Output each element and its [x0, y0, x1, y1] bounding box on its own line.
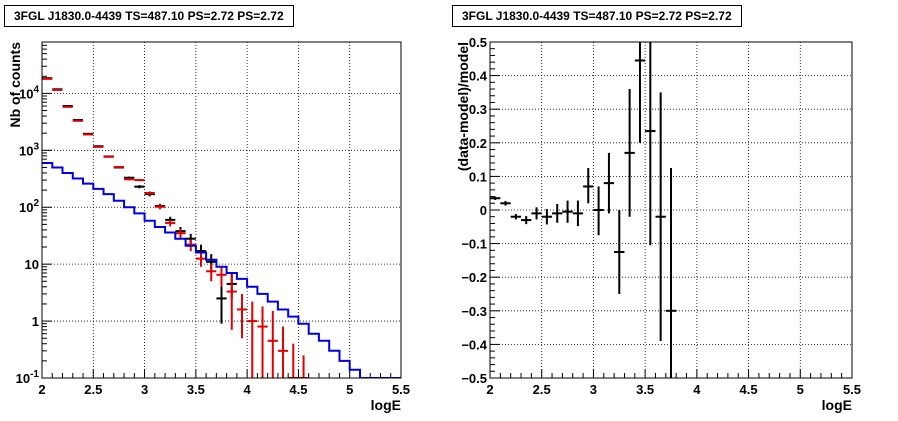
right-y-tick-label: 0.2 [469, 136, 487, 151]
right-data-point-0 [531, 207, 542, 220]
left-grid [42, 42, 401, 378]
left-plot-area [42, 77, 401, 378]
left-data-point-1 [165, 219, 176, 227]
right-data-point-0 [634, 42, 646, 143]
right-plot-area [490, 42, 677, 378]
left-x-tick-label: 5 [346, 382, 353, 397]
left-data-point-1 [236, 293, 248, 339]
left-data-point-1 [175, 229, 186, 238]
left-data-point-1 [267, 311, 278, 378]
right-y-tick-label: 0.1 [469, 169, 487, 184]
right-data-point-0 [593, 186, 604, 236]
left-y-tick-label: 104 [19, 84, 39, 101]
right-data-point-0 [521, 216, 532, 225]
right-x-tick-label: 2.5 [533, 382, 551, 397]
right-y-tick-label: −0.2 [461, 270, 487, 285]
right-y-tick-label: −0.3 [461, 304, 487, 319]
right-x-tick-label: 3 [590, 382, 597, 397]
right-data-point-0 [500, 200, 511, 206]
right-grid [490, 42, 852, 378]
left-data-point-1 [72, 119, 84, 122]
right-x-tick-label: 3.5 [636, 382, 654, 397]
left-data-point-0 [134, 185, 145, 189]
right-data-point-0 [624, 89, 635, 217]
left-y-tick-label: 102 [19, 198, 39, 215]
left-y-tick-label: 1 [32, 314, 39, 329]
left-data-point-1 [247, 301, 258, 378]
right-data-point-0 [645, 42, 656, 246]
left-data-point-1 [113, 165, 125, 168]
left-x-tick-label: 2.5 [84, 382, 102, 397]
right-data-point-0 [572, 200, 584, 227]
left-data-point-1 [83, 133, 94, 136]
right-y-axis-label: (data-model)/model [455, 42, 471, 171]
left-data-point-1 [124, 178, 135, 181]
right-x-tick-label: 5 [797, 382, 804, 397]
right-y-tick-label: 0.5 [469, 35, 487, 50]
right-y-tick-label: 0 [480, 203, 487, 218]
right-x-tick-label: 2 [486, 382, 493, 397]
left-x-tick-label: 4.5 [289, 382, 307, 397]
left-chart-title: 3FGL J1830.0-4439 TS=487.10 PS=2.72 PS=2… [4, 5, 294, 27]
right-data-point-0 [603, 152, 615, 214]
right-y-tick-label: −0.4 [461, 337, 487, 352]
left-data-point-1 [154, 204, 166, 210]
left-data-point-1 [93, 145, 104, 148]
right-y-tick-label: −0.1 [461, 237, 487, 252]
left-data-point-1 [195, 252, 207, 267]
right-data-point-0 [552, 203, 563, 223]
right-y-tick-label: 0.4 [469, 69, 488, 84]
right-data-point-0 [510, 214, 522, 220]
right-data-point-0 [490, 196, 501, 200]
right-data-point-0 [583, 168, 594, 204]
left-data-point-1 [206, 264, 217, 282]
left-axis-ticks [41, 41, 402, 379]
right-data-point-0 [562, 200, 573, 223]
left-data-point-1 [144, 191, 155, 195]
right-chart-title: 3FGL J1830.0-4439 TS=487.10 PS=2.72 PS=2… [452, 5, 742, 27]
right-data-point-0 [665, 168, 677, 378]
left-data-point-1 [103, 155, 114, 158]
left-y-tick-label: 103 [19, 141, 39, 158]
right-axis-ticks [489, 41, 853, 379]
left-data-point-1 [277, 326, 289, 378]
left-data-point-1 [298, 355, 309, 378]
left-data-point-1 [226, 274, 237, 330]
right-x-tick-label: 4 [693, 382, 701, 397]
left-y-tick-label: 10-1 [16, 369, 40, 386]
left-x-tick-label: 4 [244, 382, 252, 397]
left-x-tick-label: 2 [38, 382, 45, 397]
right-data-point-0 [541, 208, 553, 225]
right-y-tick-label: 0.3 [469, 102, 487, 117]
right-x-axis-label: logE [822, 397, 852, 413]
left-x-tick-label: 3 [141, 382, 148, 397]
left-data-point-1 [257, 306, 268, 378]
right-data-point-0 [655, 92, 666, 342]
left-model-step-line [42, 162, 401, 378]
right-x-tick-label: 4.5 [740, 382, 758, 397]
left-data-point-1 [288, 343, 299, 378]
left-data-point-0 [216, 281, 227, 324]
right-y-tick-label: −0.5 [461, 371, 487, 386]
left-data-point-1 [216, 266, 227, 287]
right-data-point-0 [614, 210, 625, 294]
left-x-tick-label: 5.5 [392, 382, 410, 397]
right-plot-frame [489, 41, 853, 379]
left-data-point-1 [134, 178, 145, 182]
left-y-axis-label: Nb of counts [7, 42, 23, 128]
left-x-tick-label: 3.5 [187, 382, 205, 397]
left-x-axis-label: logE [371, 397, 401, 413]
right-x-tick-label: 5.5 [843, 382, 861, 397]
left-plot-frame [41, 41, 402, 379]
left-y-tick-label: 10 [25, 257, 39, 272]
